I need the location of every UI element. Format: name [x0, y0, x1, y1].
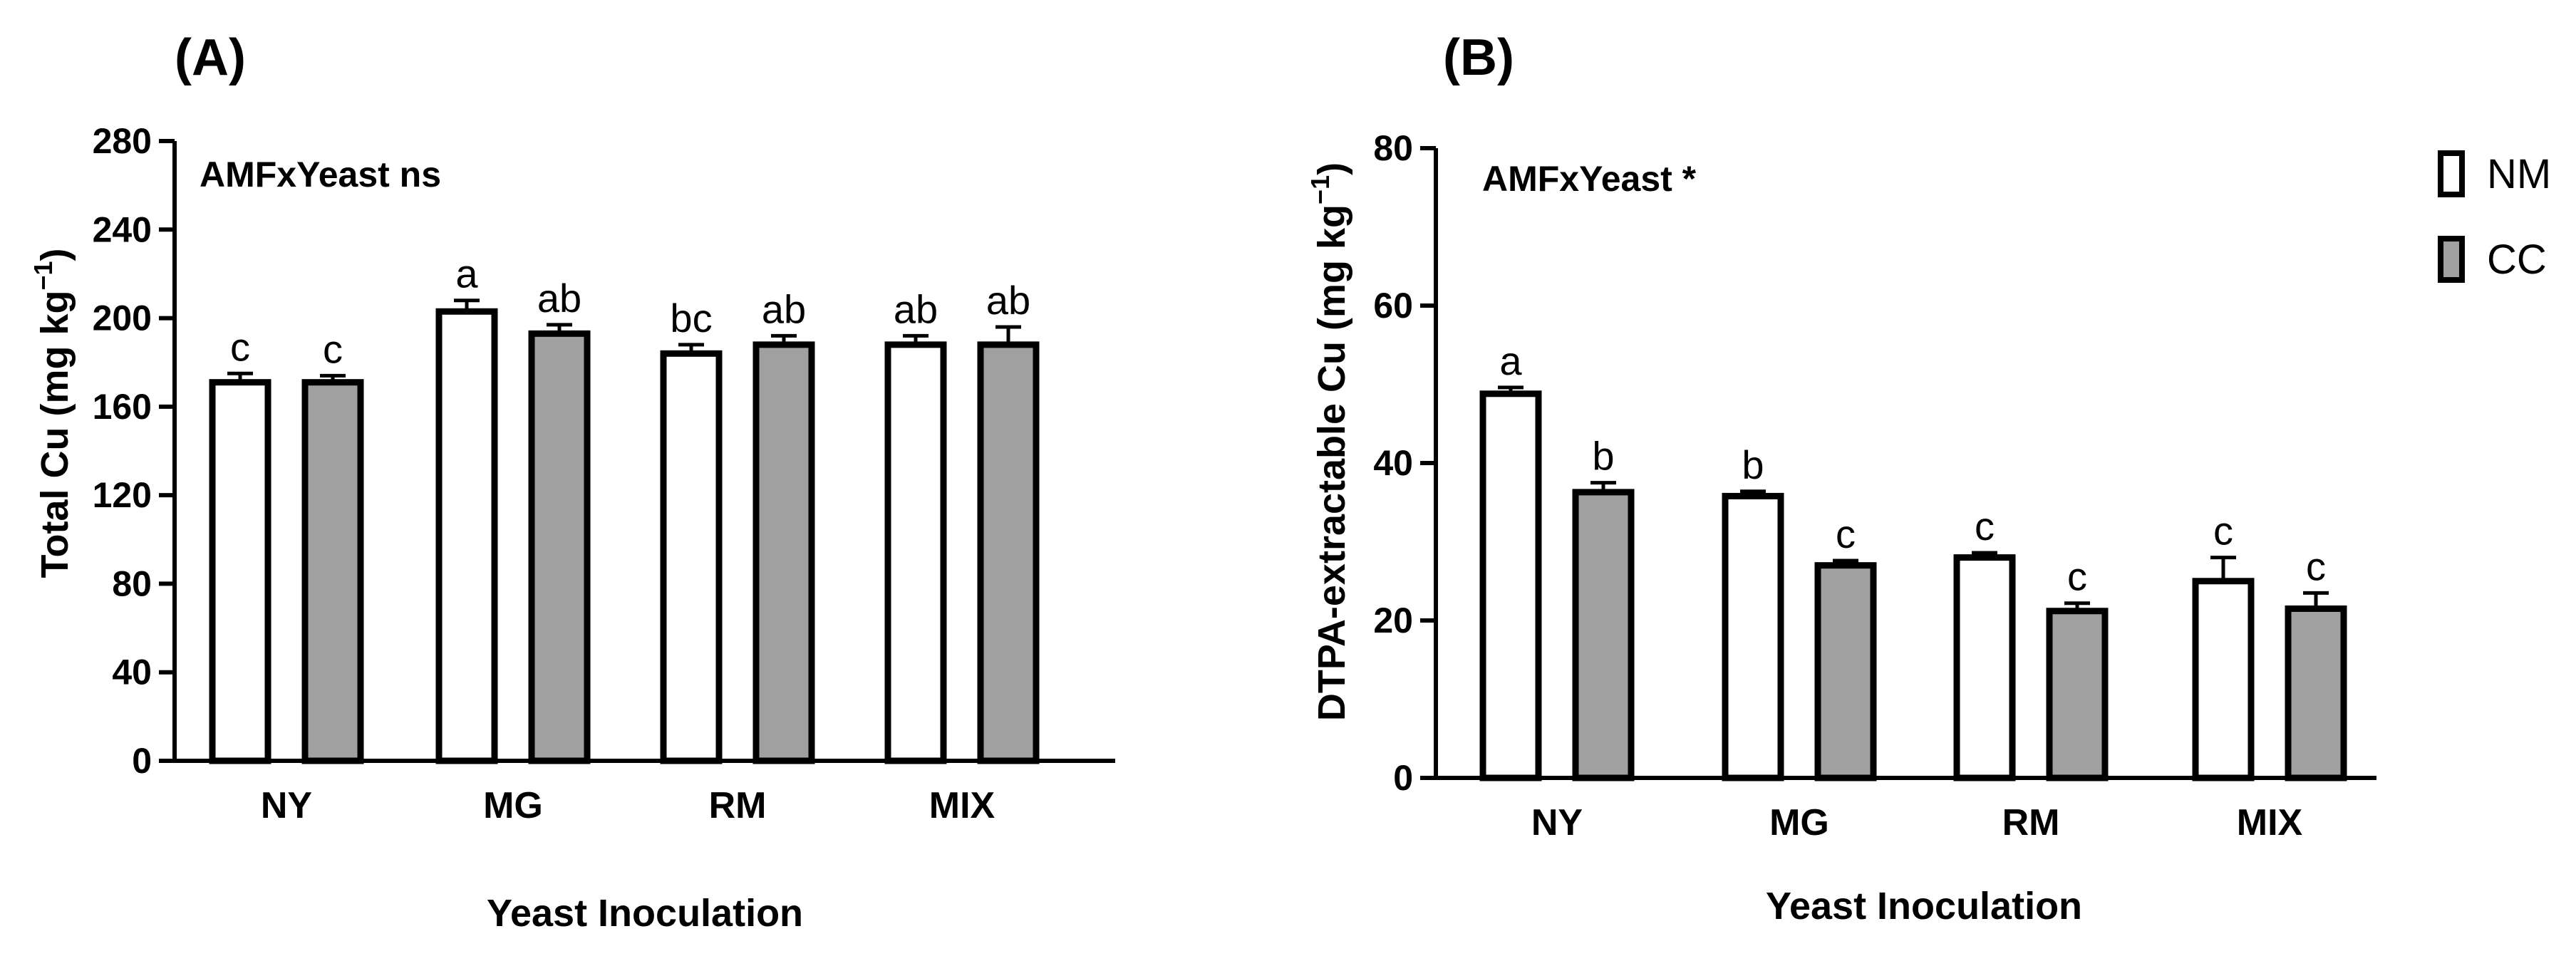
panel-b-x-axis-title: Yeast Inoculation [1766, 885, 2082, 928]
panel-b-significance-letter: c [1975, 504, 1995, 549]
panel-b-y-tick-label: 20 [1373, 601, 1413, 640]
panel-b-y-tick-label: 80 [1373, 128, 1413, 168]
panel-a-bar-cc [977, 341, 1040, 764]
panel-a-significance-letter: bc [670, 296, 712, 341]
panel-a-category-label: MG [483, 785, 543, 826]
panel-a-y-tick-label: 40 [112, 653, 152, 692]
legend-label-cc: CC [2487, 237, 2547, 283]
panel-a-significance-letter: ab [894, 286, 938, 331]
panel-b-bar-nm [1953, 554, 2016, 781]
panel-a-bar-nm [660, 350, 723, 764]
legend-label-nm: NM [2487, 151, 2551, 197]
panel-b-bar-nm [1722, 492, 1784, 781]
panel-a-significance-letter: ab [986, 278, 1030, 323]
panel-b-bar-nm [2192, 578, 2255, 781]
panel-a-bar-cc [301, 379, 364, 764]
panel-b-significance-letter: c [1836, 511, 1856, 556]
panel-b-bar-cc [2285, 605, 2347, 781]
panel-a-bar-cc [752, 341, 815, 764]
panel-b-significance-letter: c [2213, 509, 2233, 554]
panel-b-y-tick-label: 0 [1393, 758, 1413, 798]
panel-a-y-tick-label: 160 [93, 387, 152, 427]
panel-a-y-tick-label: 280 [93, 121, 152, 161]
panel-a-significance-letter: c [230, 324, 250, 369]
panel-a-label: (A) [175, 29, 246, 86]
panel-a-chart: (A) AMFxYeast ns 0 40 80 120 160 200 240 280 Total… [29, 29, 1115, 935]
panel-a-bar-nm [435, 308, 498, 764]
legend: NM CC [2438, 150, 2551, 283]
panel-a-significance-letter: a [455, 251, 478, 296]
panel-b-interaction-annotation: AMFxYeast * [1482, 159, 1697, 199]
panel-b-bar-nm [1479, 390, 1542, 781]
panel-b-significance-letter: c [2306, 544, 2326, 588]
panel-b-bar-cc [2046, 608, 2109, 781]
panel-a-significance-letter: ab [537, 276, 581, 321]
panel-a-category-label: NY [261, 785, 312, 826]
panel-b-category-label: MIX [2237, 802, 2303, 843]
panel-a-category-label: MIX [929, 785, 995, 826]
panel-a-y-tick-label: 80 [112, 563, 152, 603]
panel-b-label: (B) [1443, 29, 1514, 86]
panel-a-bar-cc [528, 330, 591, 764]
panel-b-y-tick-label: 40 [1373, 443, 1413, 483]
panel-b-significance-letter: b [1742, 442, 1764, 487]
panel-b-category-label: NY [1531, 802, 1583, 843]
panel-a-significance-letter: ab [762, 286, 806, 331]
legend-swatch-cc [2438, 236, 2465, 283]
panel-a-y-tick-label: 0 [132, 741, 152, 781]
panel-a-y-tick-label: 240 [93, 209, 152, 249]
panel-b-category-label: RM [2002, 802, 2060, 843]
panel-a-category-label: RM [709, 785, 767, 826]
panel-b-category-label: MG [1769, 802, 1829, 843]
panel-a-y-axis-title: Total Cu (mg kg−1) [29, 248, 76, 578]
panel-b-chart: (B) AMFxYeast * 0 20 40 60 80 DTPA-extractable … [1305, 29, 2376, 928]
legend-swatch-nm [2438, 150, 2465, 197]
panel-b-bar-cc [1814, 562, 1877, 781]
panel-a-bar-nm [884, 341, 947, 764]
panel-a-y-tick-label: 120 [93, 475, 152, 515]
panel-b-bar-cc [1572, 489, 1635, 781]
panel-a-bar-nm [209, 379, 271, 764]
panel-b-y-axis-title: DTPA-extractable Cu (mg kg−1) [1305, 162, 1353, 721]
panel-a-x-axis-title: Yeast Inoculation [487, 892, 803, 935]
panel-a-significance-letter: c [323, 326, 343, 371]
panel-b-significance-letter: c [2067, 554, 2087, 599]
panel-a-y-tick-label: 200 [93, 298, 152, 338]
panel-a-interaction-annotation: AMFxYeast ns [200, 155, 441, 194]
panel-b-y-tick-label: 60 [1373, 286, 1413, 326]
panel-b-significance-letter: a [1499, 338, 1522, 383]
panel-b-significance-letter: b [1592, 434, 1614, 479]
